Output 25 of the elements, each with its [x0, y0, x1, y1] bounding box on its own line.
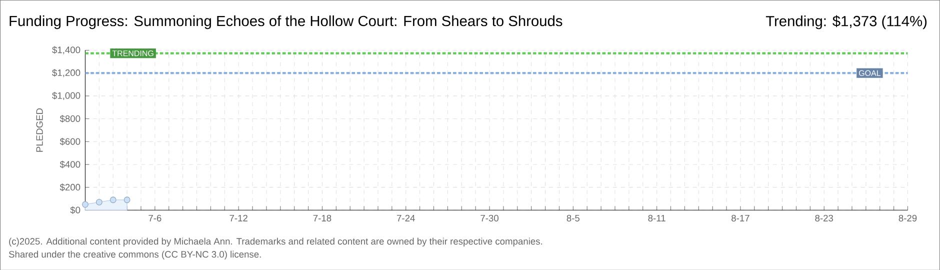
x-tick-label: 8-11: [648, 214, 666, 222]
y-tick-label: $1,000: [52, 92, 80, 100]
y-tick-label: $600: [60, 138, 80, 146]
y-tick-label: $0: [70, 206, 80, 214]
chart-subtitle: Trending: $1,373 (114%): [766, 15, 927, 29]
x-tick-label: 8-17: [732, 214, 750, 222]
text: (c)2025. Additional content provided by Michaela Ann. Trademarks and related content are owned by their respective companies.: [9, 238, 542, 246]
x-tick-label: 7-30: [480, 214, 498, 222]
x-tick-label: 7-6: [148, 214, 162, 222]
y-tick-label: $800: [60, 114, 80, 122]
y-tick-label: $1,200: [52, 68, 80, 77]
x-tick-label: 7-12: [230, 214, 248, 222]
ref-line-label: GOAL: [858, 70, 881, 76]
chart-title: Funding Progress: Summoning Echoes of the Hollow Court: From Shears to Shrouds: [10, 15, 562, 29]
x-tick-label: 8-23: [815, 214, 834, 222]
x-tick-label: 8-5: [566, 214, 580, 222]
x-tick-label: 7-18: [313, 214, 332, 222]
x-tick-label: 7-24: [397, 214, 415, 222]
text: Shared under the creative commons (CC BY-NC 3.0) license.: [8, 250, 261, 260]
y-tick-label: $1,400: [52, 46, 80, 54]
y-tick-label: $200: [60, 183, 80, 191]
y-axis-title: PLEDGED: [36, 108, 43, 152]
ref-line-label: TRENDING: [112, 50, 154, 56]
x-tick-label: 8-29: [898, 214, 917, 222]
y-tick-label: $400: [60, 160, 80, 168]
